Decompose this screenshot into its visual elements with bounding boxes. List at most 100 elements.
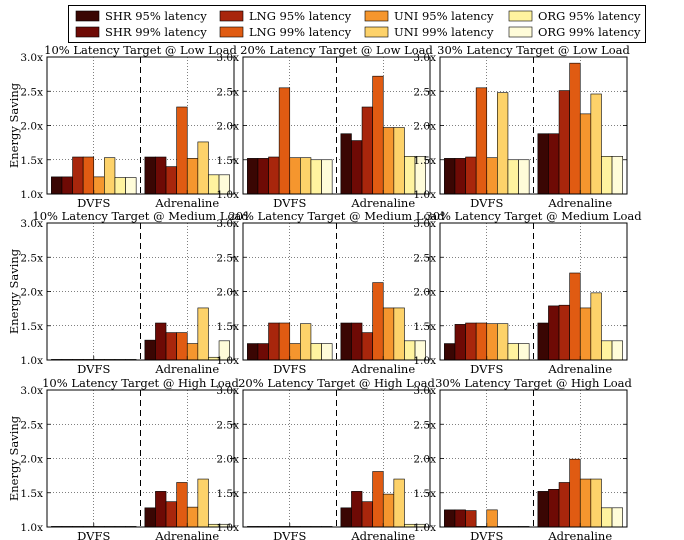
bar [444,158,456,195]
y-tick-label: 2.0x [413,454,436,466]
y-tick-label: 1.5x [216,488,239,500]
y-tick-label: 2.0x [413,287,436,299]
bar [548,133,560,195]
bar [176,106,188,195]
chart-panel: 1.0x 1.5x 2.0x 2.5x 3.0x DVFS Adrenaline 10% La… [7,43,237,210]
y-tick-label: 2.5x [20,419,43,431]
panel-title: 30% Latency Target @ High Load [435,376,632,390]
bar [611,156,623,195]
y-tick-label: 1.5x [20,488,43,500]
bar [579,113,592,195]
plot-frame [439,56,628,195]
panel-title: 30% Latency Target @ Medium Load [425,209,642,223]
x-tick-label: DVFS [273,196,306,210]
y-tick-label: 1.0x [413,355,436,367]
bar [310,343,322,361]
bar [155,156,167,195]
chart-panel: 1.0x 1.5x 2.0x 2.5x 3.0x DVFS Adrenaline 10% La… [7,376,240,540]
plot-frame [242,222,431,361]
legend-swatch [364,26,389,38]
bar [257,158,269,195]
x-tick-label: DVFS [470,362,503,376]
legend-label: ORG 99% latency [538,25,641,39]
plot-frame [46,56,235,195]
x-tick-label: Adrenaline [350,529,415,540]
legend-label: LNG 95% latency [249,9,352,23]
bar [454,509,466,528]
y-tick-label: 1.5x [413,321,436,333]
bar [454,324,466,361]
bar [321,343,333,361]
y-tick-label: 1.0x [20,355,43,367]
bar [579,307,592,361]
bar [186,343,199,361]
bar [611,340,623,361]
bar [197,307,209,361]
legend-swatch [508,26,533,38]
bar [486,157,498,195]
y-tick-label: 3.0x [20,52,43,64]
bar [340,322,352,361]
bar [197,141,209,195]
panel-title: 20% Latency Target @ High Load [238,376,435,390]
x-tick-label: Adrenaline [547,196,612,210]
y-tick-label: 2.0x [216,287,239,299]
y-tick-label: 2.0x [20,121,43,133]
bar [507,343,519,361]
chart-panel: 1.0x 1.5x 2.0x 2.5x 3.0x DVFS Adrenaline 20% La… [216,209,445,376]
bar [61,176,73,195]
x-tick-label: Adrenaline [154,196,219,210]
legend-swatch [75,10,100,22]
x-tick-label: Adrenaline [154,529,219,540]
bar [104,157,116,195]
x-tick-label: Adrenaline [547,362,612,376]
bar [465,156,477,195]
bar [361,106,373,195]
panel-title: 30% Latency Target @ Low Load [437,43,630,57]
bar [444,509,456,528]
bar [300,157,312,195]
bar [393,307,405,361]
bar [518,343,530,361]
plot-frame [242,56,431,195]
y-tick-label: 2.5x [413,252,436,264]
bar [351,322,363,361]
bar [569,62,581,195]
bar [548,305,560,361]
bar [165,501,177,528]
x-tick-label: Adrenaline [154,362,219,376]
y-tick-label: 1.5x [216,321,239,333]
bar [197,478,209,528]
plot-frame [439,222,628,361]
x-tick-label: DVFS [273,362,306,376]
legend-label: UNI 99% latency [394,25,494,39]
bar [497,323,509,361]
y-tick-label: 2.5x [20,252,43,264]
bar [165,166,177,195]
bar [361,501,373,528]
y-tick-label: 3.0x [216,218,239,230]
legend-swatch [75,26,100,38]
x-tick-label: Adrenaline [547,529,612,540]
bar [176,482,188,528]
panel-title: 20% Latency Target @ Low Load [240,43,433,57]
bar [51,176,63,195]
y-tick-label: 3.0x [413,52,436,64]
bar [144,507,156,528]
bar [601,507,613,528]
bar [372,282,384,361]
bar [278,322,291,361]
bar [569,458,581,528]
y-axis-label: Energy Saving [7,248,21,334]
bar [611,507,623,528]
legend-swatch [219,10,244,22]
bar [558,90,570,195]
bar [72,156,84,195]
bar [393,127,405,195]
y-tick-label: 1.5x [413,488,436,500]
x-tick-label: Adrenaline [350,362,415,376]
y-axis-label: Energy Saving [7,415,21,501]
bar [382,307,395,361]
bar [486,323,498,361]
bar [590,93,602,195]
